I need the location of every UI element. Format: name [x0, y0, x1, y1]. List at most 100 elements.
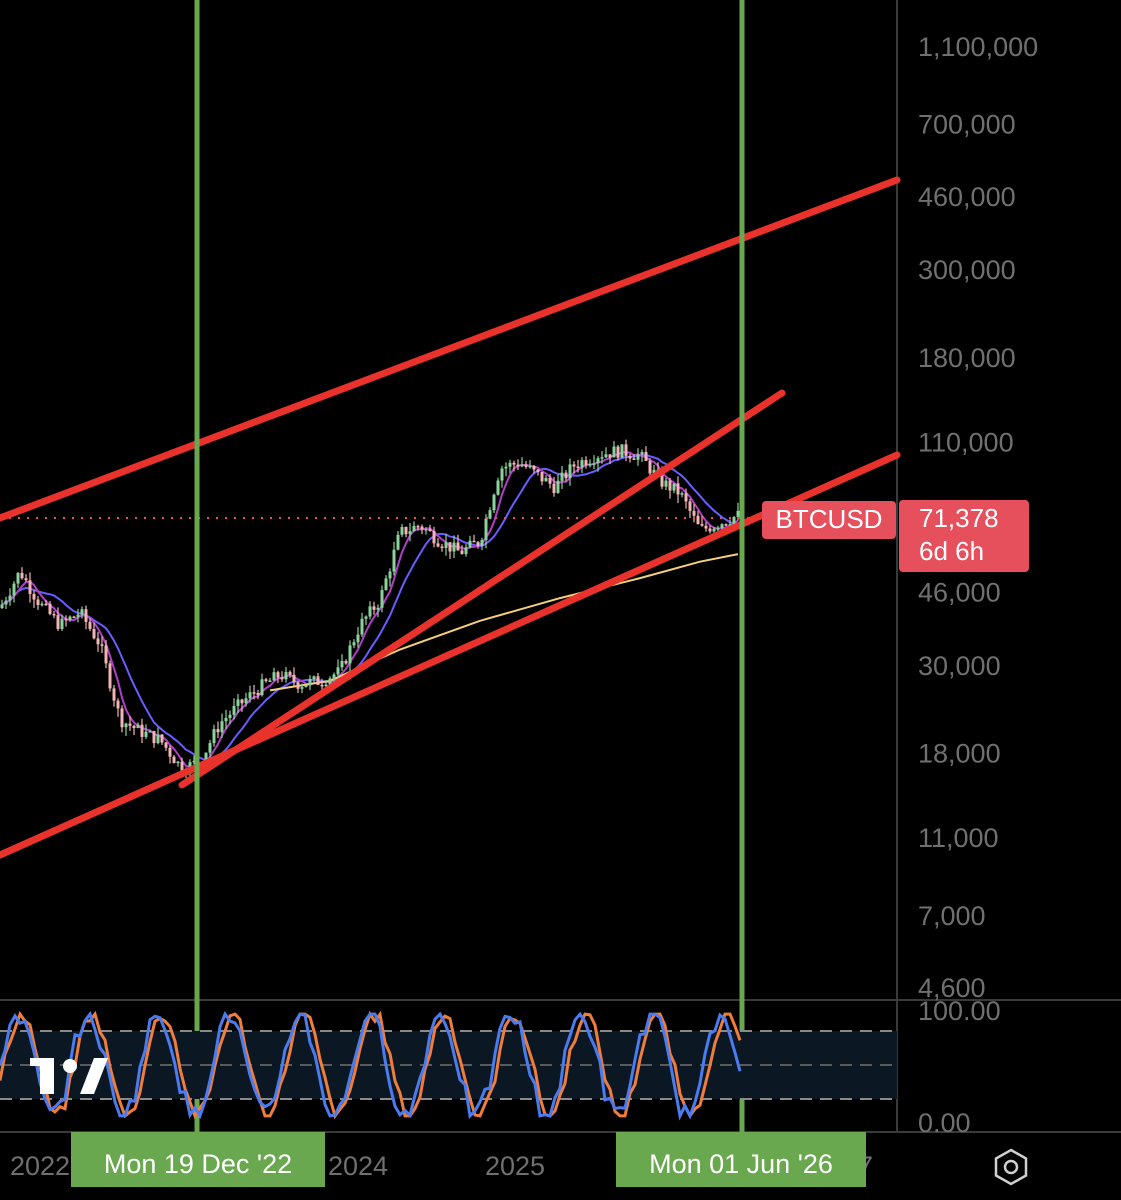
- candle-body: [444, 542, 448, 549]
- candle-body: [696, 515, 700, 525]
- candle-body: [56, 615, 60, 629]
- candle-body: [440, 546, 444, 549]
- date-marker-1[interactable]: Mon 19 Dec '22: [71, 1132, 325, 1187]
- time-axis[interactable]: 2022 2024 2025 7: [10, 1151, 873, 1181]
- candle-body: [60, 618, 64, 629]
- candle-body: [624, 444, 628, 456]
- candle-body: [436, 543, 440, 547]
- candle-body: [124, 723, 128, 728]
- candle-body: [452, 542, 456, 552]
- candle-body: [248, 692, 252, 699]
- candle-body: [428, 529, 432, 531]
- candle-body: [492, 494, 496, 511]
- candle-body: [232, 705, 236, 715]
- price-axis[interactable]: 1,100,000 700,000 460,000 300,000 180,000 110…: [918, 32, 1038, 1003]
- candle-body: [236, 699, 240, 706]
- candle-body: [28, 580, 32, 594]
- candle-body: [0, 604, 4, 609]
- trendlines[interactable]: [0, 176, 901, 859]
- price-tick-label: 700,000: [918, 110, 1016, 140]
- candle-body: [116, 700, 120, 709]
- candle-body: [416, 526, 420, 528]
- oscillator-pane[interactable]: 100.00 0.00: [0, 996, 1001, 1138]
- candle-body: [264, 679, 268, 681]
- candle-body: [128, 723, 132, 726]
- candle-body: [468, 540, 472, 548]
- candle-body: [144, 731, 148, 737]
- candle-body: [592, 463, 596, 465]
- candle-body: [604, 454, 608, 458]
- candle-body: [500, 468, 504, 481]
- candle-body: [576, 466, 580, 469]
- candle-body: [388, 571, 392, 579]
- price-tag-countdown: 6d 6h: [919, 536, 984, 566]
- price-tick-label: 460,000: [918, 182, 1016, 212]
- candle-body: [100, 644, 104, 646]
- price-tag[interactable]: 71,378 6d 6h: [899, 500, 1029, 572]
- candle-body: [620, 444, 624, 458]
- candle-body: [40, 603, 44, 606]
- candle-body: [32, 593, 36, 600]
- candle-body: [720, 524, 724, 529]
- candle-body: [216, 729, 220, 733]
- symbol-tag[interactable]: BTCUSD: [762, 501, 896, 539]
- candle-body: [612, 446, 616, 458]
- ma-long-line: [269, 553, 739, 692]
- candle-body: [72, 616, 76, 619]
- upper-channel-line[interactable]: [0, 176, 901, 522]
- candle-body: [608, 454, 612, 458]
- candle-body: [228, 714, 232, 718]
- candle-body: [648, 460, 652, 474]
- candle-body: [488, 510, 492, 519]
- candle-body: [524, 464, 528, 467]
- candle-body: [292, 674, 296, 683]
- candle-body: [300, 687, 304, 689]
- candle-body: [484, 518, 488, 540]
- candle-body: [120, 708, 124, 728]
- candle-body: [260, 679, 264, 696]
- candle-body: [20, 572, 24, 579]
- candle-body: [320, 684, 324, 687]
- candle-body: [712, 528, 716, 532]
- candle-body: [700, 524, 704, 526]
- candle-body: [716, 528, 720, 530]
- candle-body: [380, 590, 384, 608]
- time-label-2024: 2024: [328, 1151, 388, 1181]
- date-marker-2[interactable]: Mon 01 Jun '26: [616, 1132, 866, 1187]
- date-marker-1-label: Mon 19 Dec '22: [104, 1149, 292, 1179]
- price-tick-label: 7,000: [918, 901, 986, 931]
- candle-body: [476, 542, 480, 546]
- settings-hexagon-icon[interactable]: [994, 1148, 1028, 1186]
- candle-body: [344, 660, 348, 664]
- candle-body: [480, 539, 484, 546]
- candle-body: [312, 676, 316, 680]
- candle-body: [288, 671, 292, 675]
- candle-body: [252, 692, 256, 694]
- candle-body: [652, 469, 656, 474]
- candle-body: [724, 524, 728, 526]
- candle-body: [240, 699, 244, 704]
- candle-body: [280, 677, 284, 680]
- candle-body: [536, 469, 540, 473]
- candle-body: [564, 472, 568, 479]
- candle-body: [396, 534, 400, 550]
- candle-body: [8, 595, 12, 601]
- candle-body: [464, 547, 468, 555]
- rising-support-line[interactable]: [178, 389, 786, 789]
- candle-body: [220, 721, 224, 733]
- candle-body: [152, 731, 156, 744]
- candle-body: [276, 672, 280, 678]
- candle-body: [68, 616, 72, 620]
- candle-body: [668, 480, 672, 491]
- price-tick-label: 30,000: [918, 651, 1001, 681]
- candle-body: [328, 678, 332, 685]
- price-tick-label: 11,000: [918, 823, 999, 853]
- candle-body: [368, 606, 372, 617]
- candle-body: [600, 457, 604, 459]
- candle-body: [504, 466, 508, 469]
- candle-body: [244, 698, 248, 704]
- lower-channel-line[interactable]: [0, 451, 901, 859]
- candle-body: [560, 472, 564, 481]
- candle-body: [284, 671, 288, 680]
